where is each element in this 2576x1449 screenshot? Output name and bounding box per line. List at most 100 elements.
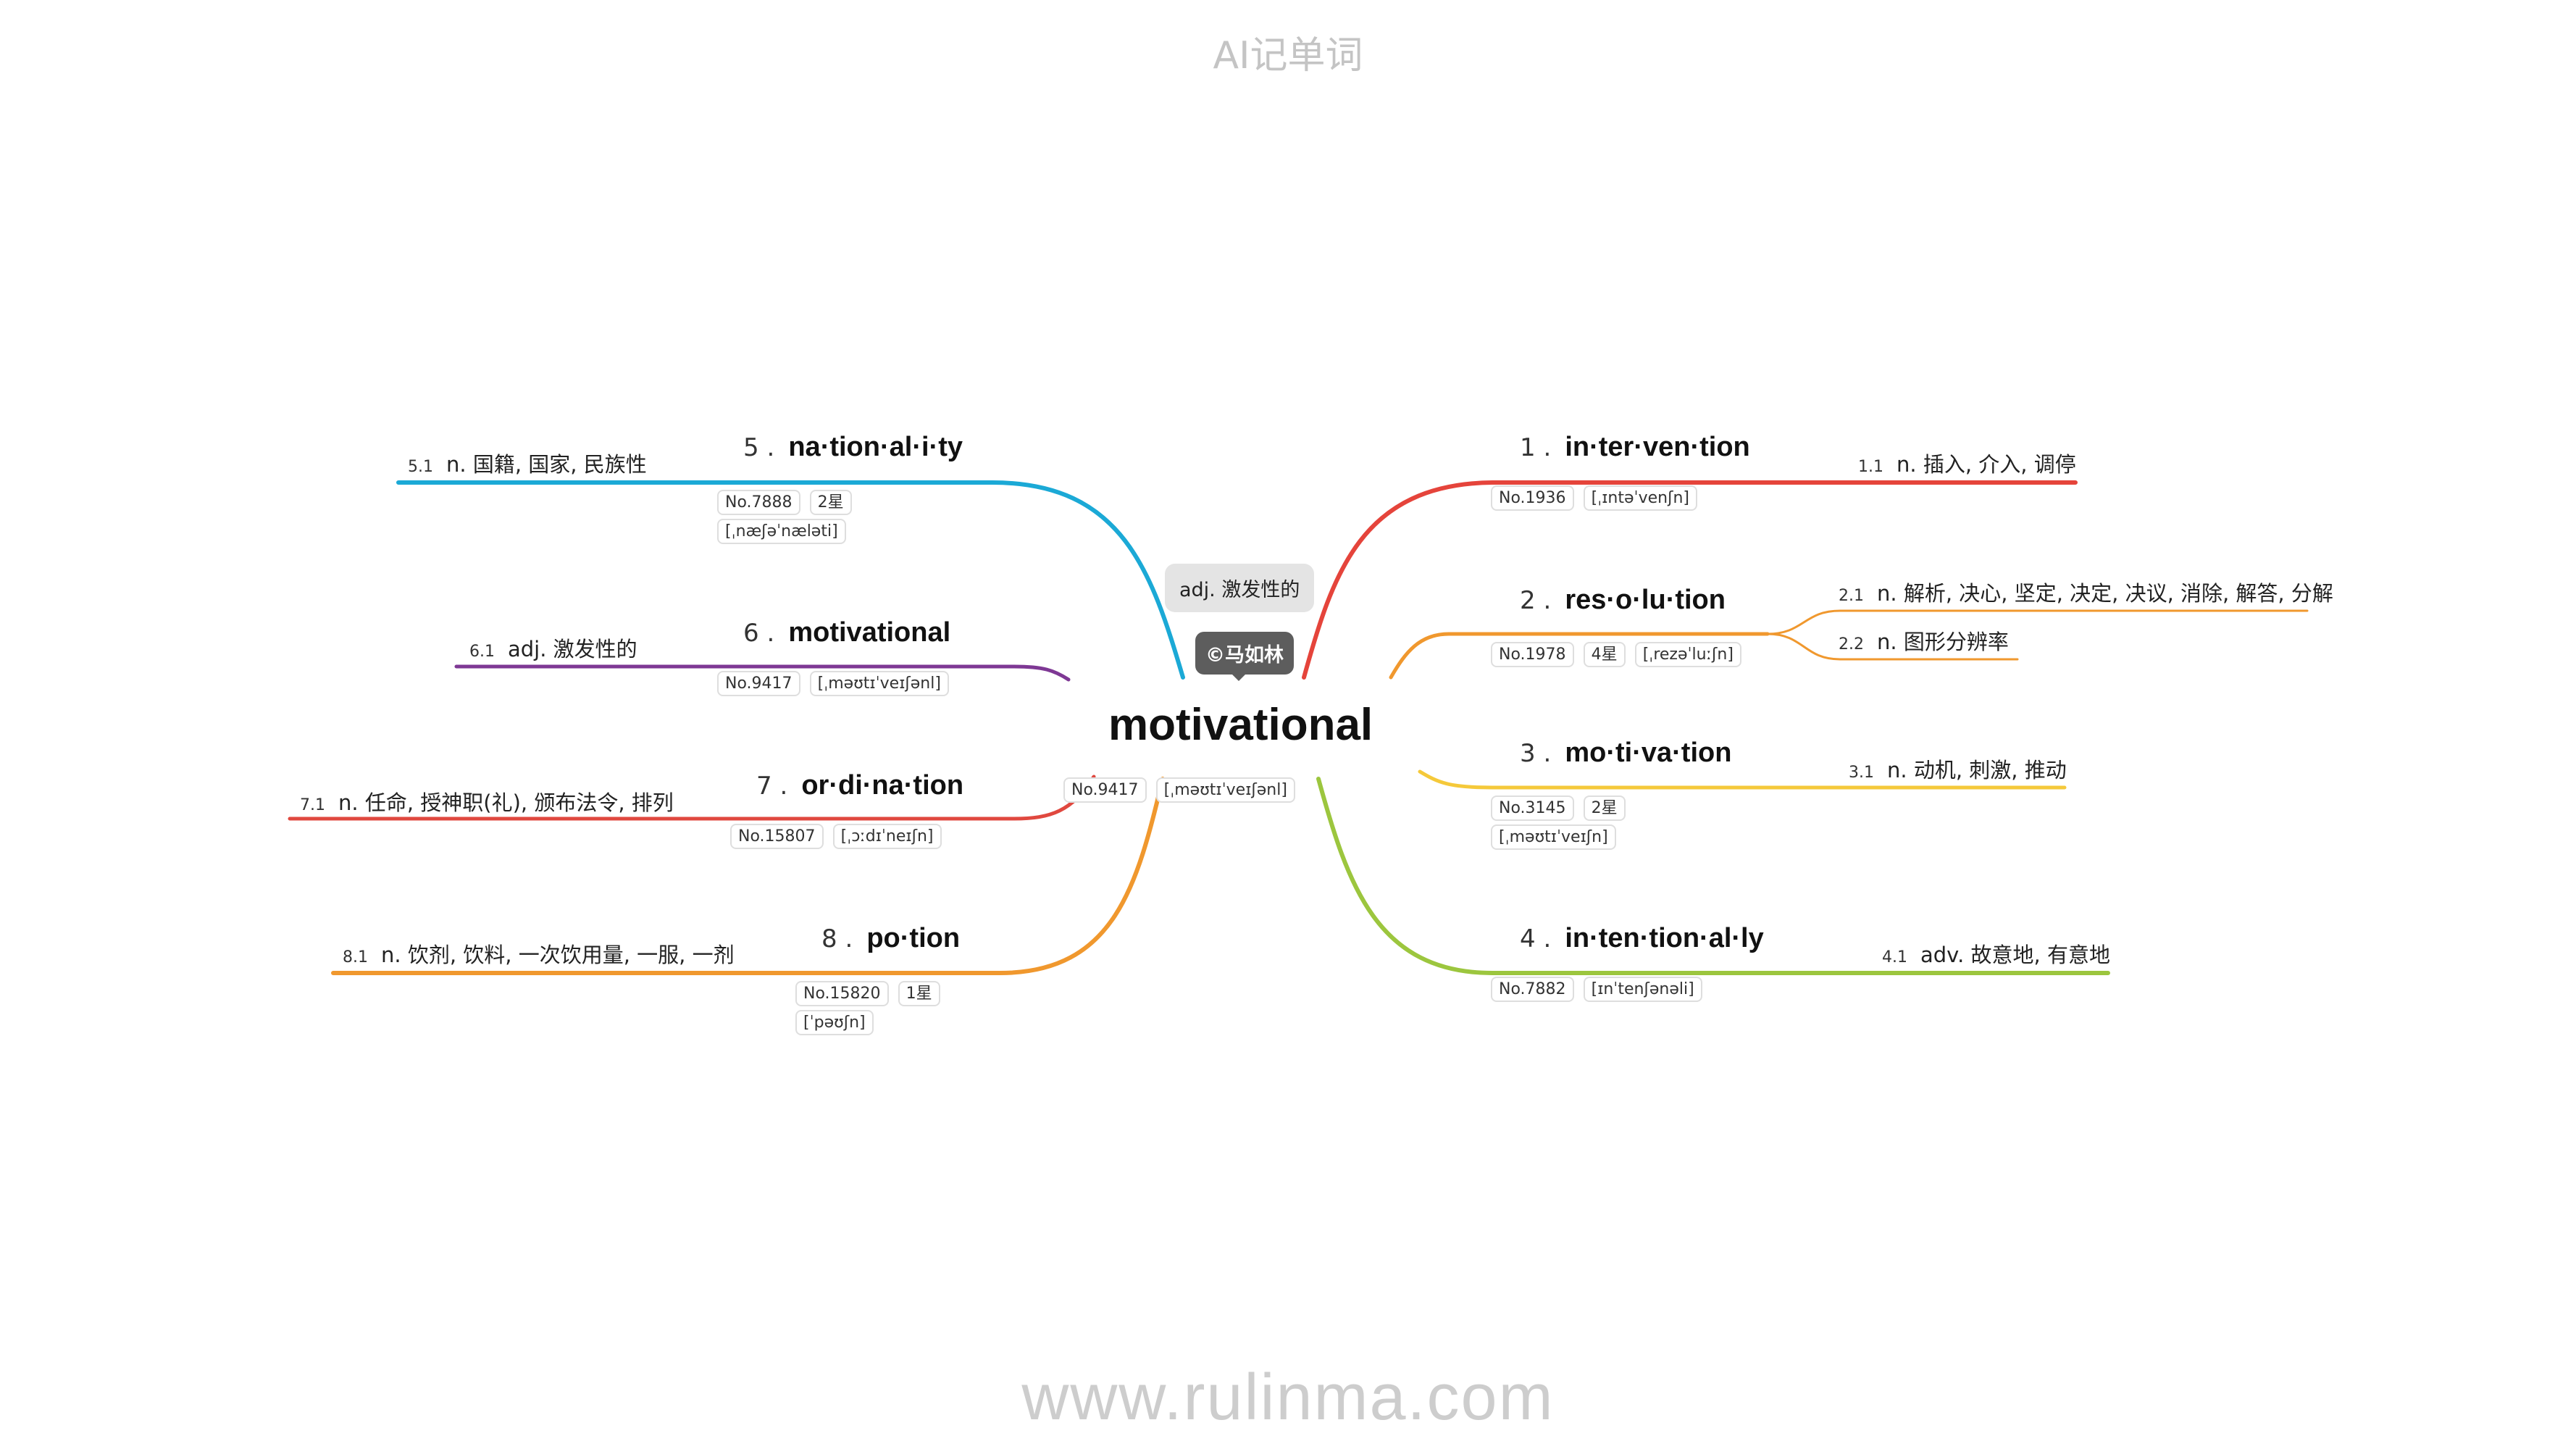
branch-2-def-2: 2.2 n. 图形分辨率 <box>1839 625 2009 656</box>
branch-3-tags-2: [ˌməʊtɪˈveɪʃn] <box>1491 824 1616 850</box>
tag-no: No.1936 <box>1491 485 1574 511</box>
def-text: n. 饮剂, 饮料, 一次饮用量, 一服, 一剂 <box>381 943 735 967</box>
tag-phonetic: [ˌnæʃəˈnæləti] <box>717 519 846 544</box>
branch-word: in·ter·ven·tion <box>1565 432 1750 462</box>
def-text: n. 任命, 授神职(礼), 颁布法令, 排列 <box>338 790 674 815</box>
connector-8 <box>331 777 1165 975</box>
def-index: 2.2 <box>1839 635 1864 653</box>
branch-5-tags: No.7888 2星 <box>717 489 852 515</box>
connector-1 <box>1302 480 2078 680</box>
connector-2 <box>1389 632 1770 680</box>
tag-star: 1星 <box>898 981 940 1006</box>
branch-2-tags: No.1978 4星 [ˌrezəˈluːʃn] <box>1491 641 1741 667</box>
tag-no: No.9417 <box>717 671 800 696</box>
def-text: n. 国籍, 国家, 民族性 <box>446 452 647 477</box>
branch-6[interactable]: 6 . motivational <box>743 617 950 648</box>
connector-2-2 <box>1766 632 2019 661</box>
app-title: AI记单词 <box>1213 34 1363 78</box>
branch-number: 4 . <box>1520 924 1552 953</box>
branch-4[interactable]: 4 . in·ten·tion·al·ly <box>1520 923 1764 954</box>
connector-2-1 <box>1766 609 2309 635</box>
center-word[interactable]: motivational <box>1108 700 1373 750</box>
tag-no: No.3145 <box>1491 796 1574 821</box>
def-index: 8.1 <box>343 948 368 966</box>
tag-phonetic: [ˌɔːdɪˈneɪʃn] <box>832 824 942 849</box>
branch-word: mo·ti·va·tion <box>1565 738 1732 768</box>
def-text: n. 解析, 决心, 坚定, 决定, 决议, 消除, 解答, 分解 <box>1877 581 2333 606</box>
branch-8[interactable]: 8 . po·tion <box>821 923 960 954</box>
branch-6-tags: No.9417 [ˌməʊtɪˈveɪʃənl] <box>717 671 949 696</box>
def-text: n. 动机, 刺激, 推动 <box>1887 758 2067 782</box>
branch-number: 7 . <box>756 772 788 801</box>
connector-3 <box>1418 769 2067 790</box>
center-tags: No.9417 [ˌməʊtɪˈveɪʃənl] <box>1063 777 1295 803</box>
connector-4 <box>1316 777 2110 975</box>
def-index: 2.1 <box>1839 587 1864 605</box>
branch-word: in·ten·tion·al·ly <box>1565 923 1764 953</box>
def-index: 6.1 <box>469 643 495 661</box>
branch-5-tags-2: [ˌnæʃəˈnæləti] <box>717 519 846 544</box>
branch-number: 2 . <box>1520 586 1552 615</box>
connector-5 <box>396 480 1185 680</box>
branch-4-tags: No.7882 [ɪnˈtenʃənəli] <box>1491 977 1702 1002</box>
tag-no: No.7888 <box>717 490 800 515</box>
def-index: 5.1 <box>408 458 433 476</box>
branch-8-tags-2: [ˈpəʊʃn] <box>795 1010 874 1035</box>
branch-1-tags: No.1936 [ˌɪntəˈvenʃn] <box>1491 485 1697 511</box>
branch-word: or·di·na·tion <box>801 770 964 801</box>
tag-phonetic: [ˌməʊtɪˈveɪʃn] <box>1491 824 1616 850</box>
branch-number: 5 . <box>743 433 775 462</box>
tag-star: 4星 <box>1583 642 1626 667</box>
tag-no: No.7882 <box>1491 977 1574 1002</box>
center-tag-no: No.9417 <box>1063 777 1147 803</box>
branch-8-def-1: 8.1 n. 饮剂, 饮料, 一次饮用量, 一服, 一剂 <box>343 938 735 969</box>
center-tag-phonetic: [ˌməʊtɪˈveɪʃənl] <box>1155 777 1295 803</box>
branch-5-def-1: 5.1 n. 国籍, 国家, 民族性 <box>408 448 647 478</box>
def-index: 4.1 <box>1882 948 1907 966</box>
branch-number: 3 . <box>1520 739 1552 768</box>
def-text: n. 插入, 介入, 调停 <box>1897 452 2076 477</box>
branch-3-def-1: 3.1 n. 动机, 刺激, 推动 <box>1849 753 2067 784</box>
branch-number: 1 . <box>1520 433 1552 462</box>
branch-7[interactable]: 7 . or·di·na·tion <box>756 770 963 801</box>
tag-phonetic: [ɪnˈtenʃənəli] <box>1583 977 1702 1002</box>
branch-8-tags: No.15820 1星 <box>795 980 940 1006</box>
branch-1[interactable]: 1 . in·ter·ven·tion <box>1520 432 1750 463</box>
def-text: n. 图形分辨率 <box>1877 630 2009 654</box>
center-meaning-bubble: adj. 激发性的 <box>1165 564 1315 612</box>
tag-phonetic: [ˌɪntəˈvenʃn] <box>1583 485 1697 511</box>
branch-word: po·tion <box>866 923 961 953</box>
tag-phonetic: [ˈpəʊʃn] <box>795 1010 874 1035</box>
branch-number: 6 . <box>743 619 775 648</box>
def-text: adv. 故意地, 有意地 <box>1920 943 2110 967</box>
branch-word: res·o·lu·tion <box>1565 585 1726 615</box>
def-index: 3.1 <box>1849 764 1874 782</box>
branch-7-tags: No.15807 [ˌɔːdɪˈneɪʃn] <box>730 824 942 849</box>
def-index: 7.1 <box>300 796 325 814</box>
branch-word: motivational <box>788 617 951 648</box>
tag-phonetic: [ˌrezəˈluːʃn] <box>1634 642 1741 667</box>
branch-3-tags: No.3145 2星 <box>1491 795 1626 821</box>
def-text: adj. 激发性的 <box>508 637 637 661</box>
def-index: 1.1 <box>1858 458 1883 476</box>
branch-7-def-1: 7.1 n. 任命, 授神职(礼), 颁布法令, 排列 <box>300 786 674 817</box>
branch-5[interactable]: 5 . na·tion·al·i·ty <box>743 432 963 463</box>
site-url: www.rulinma.com <box>1021 1361 1555 1434</box>
branch-word: na·tion·al·i·ty <box>788 432 963 462</box>
tag-star: 2星 <box>1583 796 1626 821</box>
branch-2-def-1: 2.1 n. 解析, 决心, 坚定, 决定, 决议, 消除, 解答, 分解 <box>1839 577 2333 607</box>
branch-3[interactable]: 3 . mo·ti·va·tion <box>1520 738 1731 769</box>
connector-6 <box>454 664 1071 682</box>
branch-4-def-1: 4.1 adv. 故意地, 有意地 <box>1882 938 2110 969</box>
branch-1-def-1: 1.1 n. 插入, 介入, 调停 <box>1858 448 2076 478</box>
tag-no: No.15807 <box>730 824 824 849</box>
tag-no: No.1978 <box>1491 642 1574 667</box>
branch-number: 8 . <box>821 924 853 953</box>
branch-6-def-1: 6.1 adj. 激发性的 <box>469 632 637 663</box>
branch-2[interactable]: 2 . res·o·lu·tion <box>1520 585 1726 616</box>
tag-no: No.15820 <box>795 981 889 1006</box>
tag-phonetic: [ˌməʊtɪˈveɪʃənl] <box>809 671 949 696</box>
tag-star: 2星 <box>809 490 852 515</box>
